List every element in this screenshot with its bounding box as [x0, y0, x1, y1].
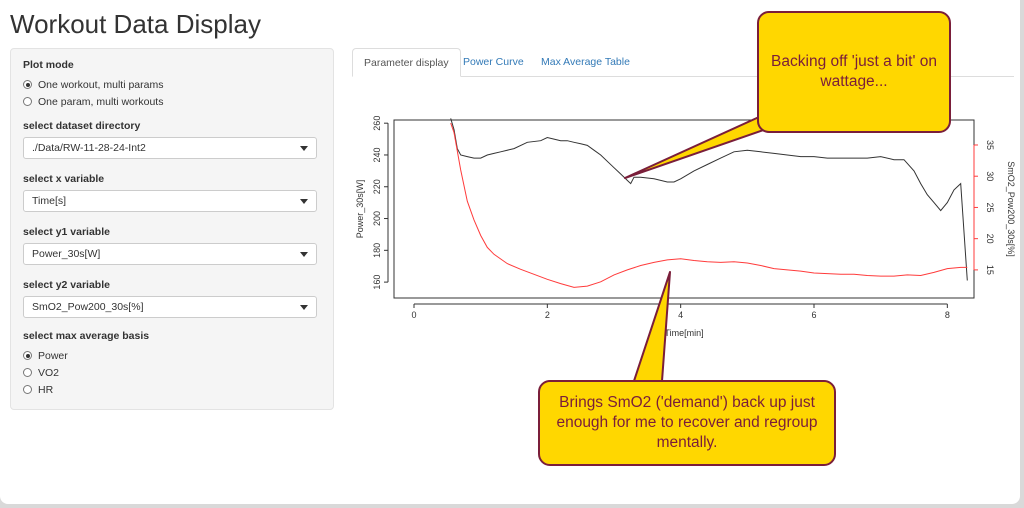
radio-unchecked-icon[interactable]: [23, 97, 32, 106]
caret-down-icon: [300, 198, 308, 204]
y2-tick-label: 15: [985, 265, 995, 275]
y1-axis-label: Power_30s[W]: [355, 180, 365, 239]
y2-axis: 15 20 25 30 35: [973, 140, 995, 275]
tab-power-curve[interactable]: Power Curve: [463, 56, 524, 68]
y2-axis-label: SmO2_Pow200_30s[%]: [1006, 161, 1016, 257]
x-variable-value: Time[s]: [32, 195, 67, 207]
y2-variable-value: SmO2_Pow200_30s[%]: [32, 301, 144, 313]
radio-label: HR: [38, 383, 54, 396]
tab-bar: Parameter display Power Curve Max Averag…: [352, 48, 1014, 77]
y1-variable-label: select y1 variable: [23, 226, 110, 238]
radio-label: VO2: [38, 366, 60, 379]
y2-tick-label: 35: [985, 140, 995, 150]
y1-tick-label: 200: [372, 211, 382, 226]
radio-label: One param, multi workouts: [38, 95, 164, 108]
max-average-option-power[interactable]: Power: [23, 347, 321, 364]
y2-variable-select[interactable]: SmO2_Pow200_30s[%]: [23, 296, 317, 318]
plot-mode-label: Plot mode: [23, 59, 74, 71]
y1-tick-label: 180: [372, 243, 382, 258]
plot-mode-option-multi-params[interactable]: One workout, multi params: [23, 76, 321, 93]
y1-tick-label: 220: [372, 179, 382, 194]
sidebar-panel: Plot mode One workout, multi params One …: [10, 48, 334, 410]
caret-down-icon: [300, 304, 308, 310]
radio-label: One workout, multi params: [38, 78, 164, 91]
plot-frame: [393, 119, 975, 299]
caret-down-icon: [300, 251, 308, 257]
max-average-label: select max average basis: [23, 330, 150, 342]
y2-tick-label: 20: [985, 234, 995, 244]
tab-max-average-table[interactable]: Max Average Table: [541, 56, 630, 68]
caret-down-icon: [300, 145, 308, 151]
dataset-dir-value: ./Data/RW-11-28-24-Int2: [32, 142, 146, 154]
app-title: Workout Data Display: [10, 9, 261, 39]
dataset-dir-label: select dataset directory: [23, 120, 141, 132]
x-tick-label: 6: [811, 310, 816, 320]
max-average-option-hr[interactable]: HR: [23, 381, 321, 398]
callout-bottom: Brings SmO2 ('demand') back up just enou…: [538, 380, 836, 466]
x-variable-select[interactable]: Time[s]: [23, 190, 317, 212]
y2-tick-label: 25: [985, 202, 995, 212]
dataset-dir-select[interactable]: ./Data/RW-11-28-24-Int2: [23, 137, 317, 159]
x-axis-label: Time[min]: [664, 328, 703, 338]
radio-label: Power: [38, 349, 68, 362]
y1-tick-label: 240: [372, 147, 382, 162]
max-average-option-vo2[interactable]: VO2: [23, 364, 321, 381]
y1-axis: 160 180 200 220 240 260: [372, 116, 389, 290]
y2-tick-label: 30: [985, 171, 995, 181]
tab-parameter-display[interactable]: Parameter display: [352, 48, 461, 77]
y1-tick-label: 160: [372, 275, 382, 290]
plot-mode-option-multi-workouts[interactable]: One param, multi workouts: [23, 93, 321, 110]
x-tick-label: 2: [545, 310, 550, 320]
x-tick-label: 8: [945, 310, 950, 320]
radio-checked-icon[interactable]: [23, 80, 32, 89]
x-axis: 0 2 4 6 8: [411, 303, 950, 320]
y1-variable-value: Power_30s[W]: [32, 248, 101, 260]
callout-top: Backing off 'just a bit' on wattage...: [757, 11, 951, 133]
radio-checked-icon[interactable]: [23, 351, 32, 360]
radio-unchecked-icon[interactable]: [23, 368, 32, 377]
y2-variable-label: select y2 variable: [23, 279, 110, 291]
y1-variable-select[interactable]: Power_30s[W]: [23, 243, 317, 265]
x-tick-label: 0: [411, 310, 416, 320]
parameter-chart: 0 2 4 6 8 160 180 200 220 240 260 15 20 25 30 35 Time…: [355, 116, 1016, 338]
x-variable-label: select x variable: [23, 173, 105, 185]
series-line-power: [450, 118, 968, 281]
x-tick-label: 4: [678, 310, 683, 320]
y1-tick-label: 260: [372, 116, 382, 131]
series-line-smo2: [450, 122, 968, 288]
radio-unchecked-icon[interactable]: [23, 385, 32, 394]
